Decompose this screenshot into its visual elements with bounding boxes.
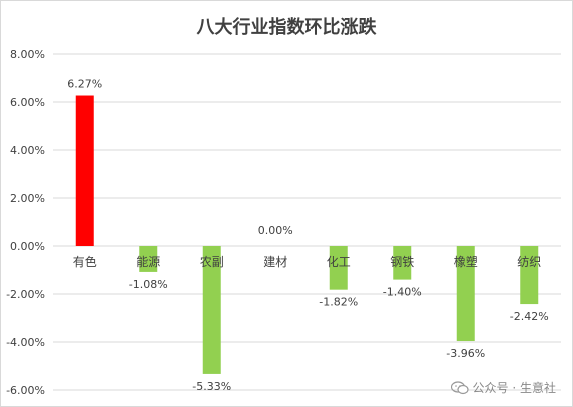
y-tick-label: 4.00% [10,144,45,157]
bar [139,246,158,272]
bar [393,246,412,280]
bar [456,246,475,342]
y-tick-label: 6.00% [10,96,45,109]
data-label: -3.96% [446,347,485,360]
y-tick-label: -2.00% [6,288,45,301]
y-tick-label: -6.00% [6,384,45,397]
x-tick-label: 纺织 [517,255,541,269]
y-tick-label: 0.00% [10,240,45,253]
x-tick-label: 化工 [327,255,351,269]
x-tick-label: 能源 [136,255,160,269]
y-tick-label: -4.00% [6,336,45,349]
y-tick-label: 8.00% [10,48,45,61]
x-tick-label: 建材 [263,255,287,269]
bar [329,246,348,290]
chart-title: 八大行业指数环比涨跌 [196,17,377,38]
wechat-icon [450,380,469,394]
data-label: -2.42% [510,310,549,323]
data-label: 6.27% [67,78,102,91]
data-label: -1.08% [129,278,168,291]
x-tick-label: 钢铁 [390,255,414,269]
data-label: -5.33% [192,380,231,393]
watermark: 公众号 · 生意社 [450,379,556,396]
watermark-text: 公众号 · 生意社 [472,381,556,395]
x-tick-label: 有色 [73,255,97,269]
bar [202,246,221,374]
data-label: -1.82% [319,296,358,309]
x-tick-label: 农副 [200,255,224,269]
x-tick-label: 橡塑 [454,254,478,269]
y-tick-label: 2.00% [10,192,45,205]
bar [520,246,539,305]
data-label: 0.00% [258,224,293,237]
bar [75,95,94,247]
data-label: -1.40% [383,286,422,299]
